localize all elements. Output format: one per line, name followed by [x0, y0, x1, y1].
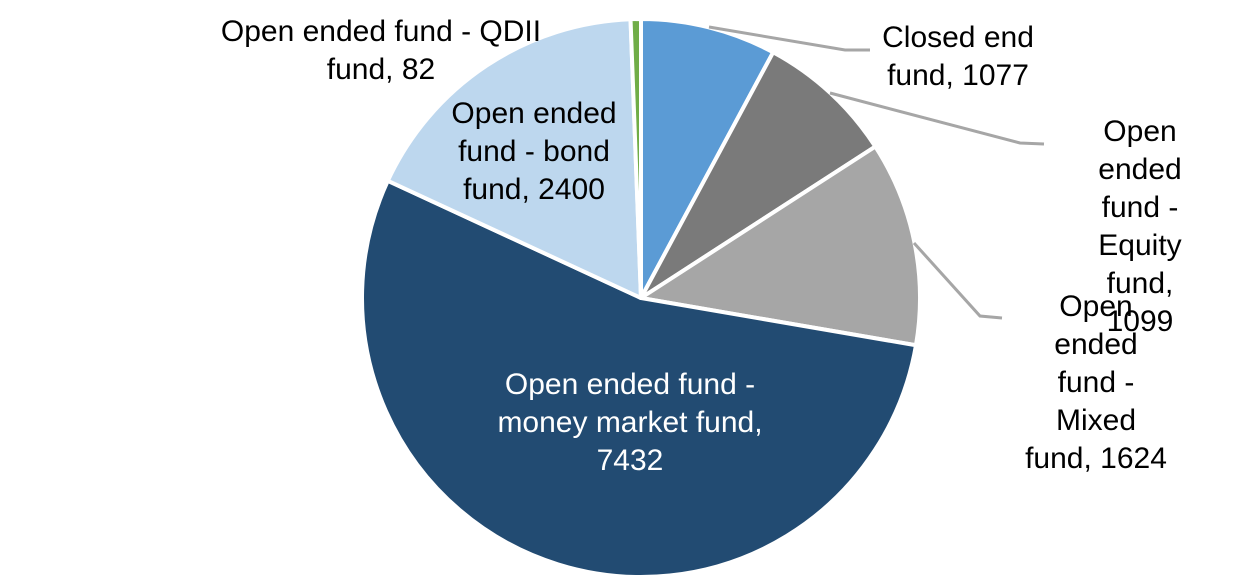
leader-line-closed-end-fund	[708, 25, 870, 52]
pie-slice-mixed-fund	[639, 144, 922, 348]
leader-line-mixed-fund	[912, 241, 1003, 320]
pie-label-money-market-fund: Open ended fund - money market fund, 743…	[497, 368, 763, 477]
pie-label-qdii-fund: Open ended fund - QDII fund, 82	[220, 15, 542, 86]
pie-slice-qdii-fund	[628, 17, 643, 300]
leader-line-equity-fund	[829, 91, 1045, 146]
pie-slice-bond-fund	[385, 17, 643, 300]
pie-label-equity-fund: Open ended fund - Equity fund, 1099	[1098, 115, 1182, 338]
pie-label-mixed-fund: Open ended fund - Mixed fund, 1624	[1025, 290, 1167, 475]
pie-label-bond-fund: Open ended fund - bond fund, 2400	[451, 97, 617, 206]
pie-slice-money-market-fund	[360, 178, 918, 579]
pie-label-closed-end-fund: Closed end fund, 1077	[882, 21, 1034, 92]
